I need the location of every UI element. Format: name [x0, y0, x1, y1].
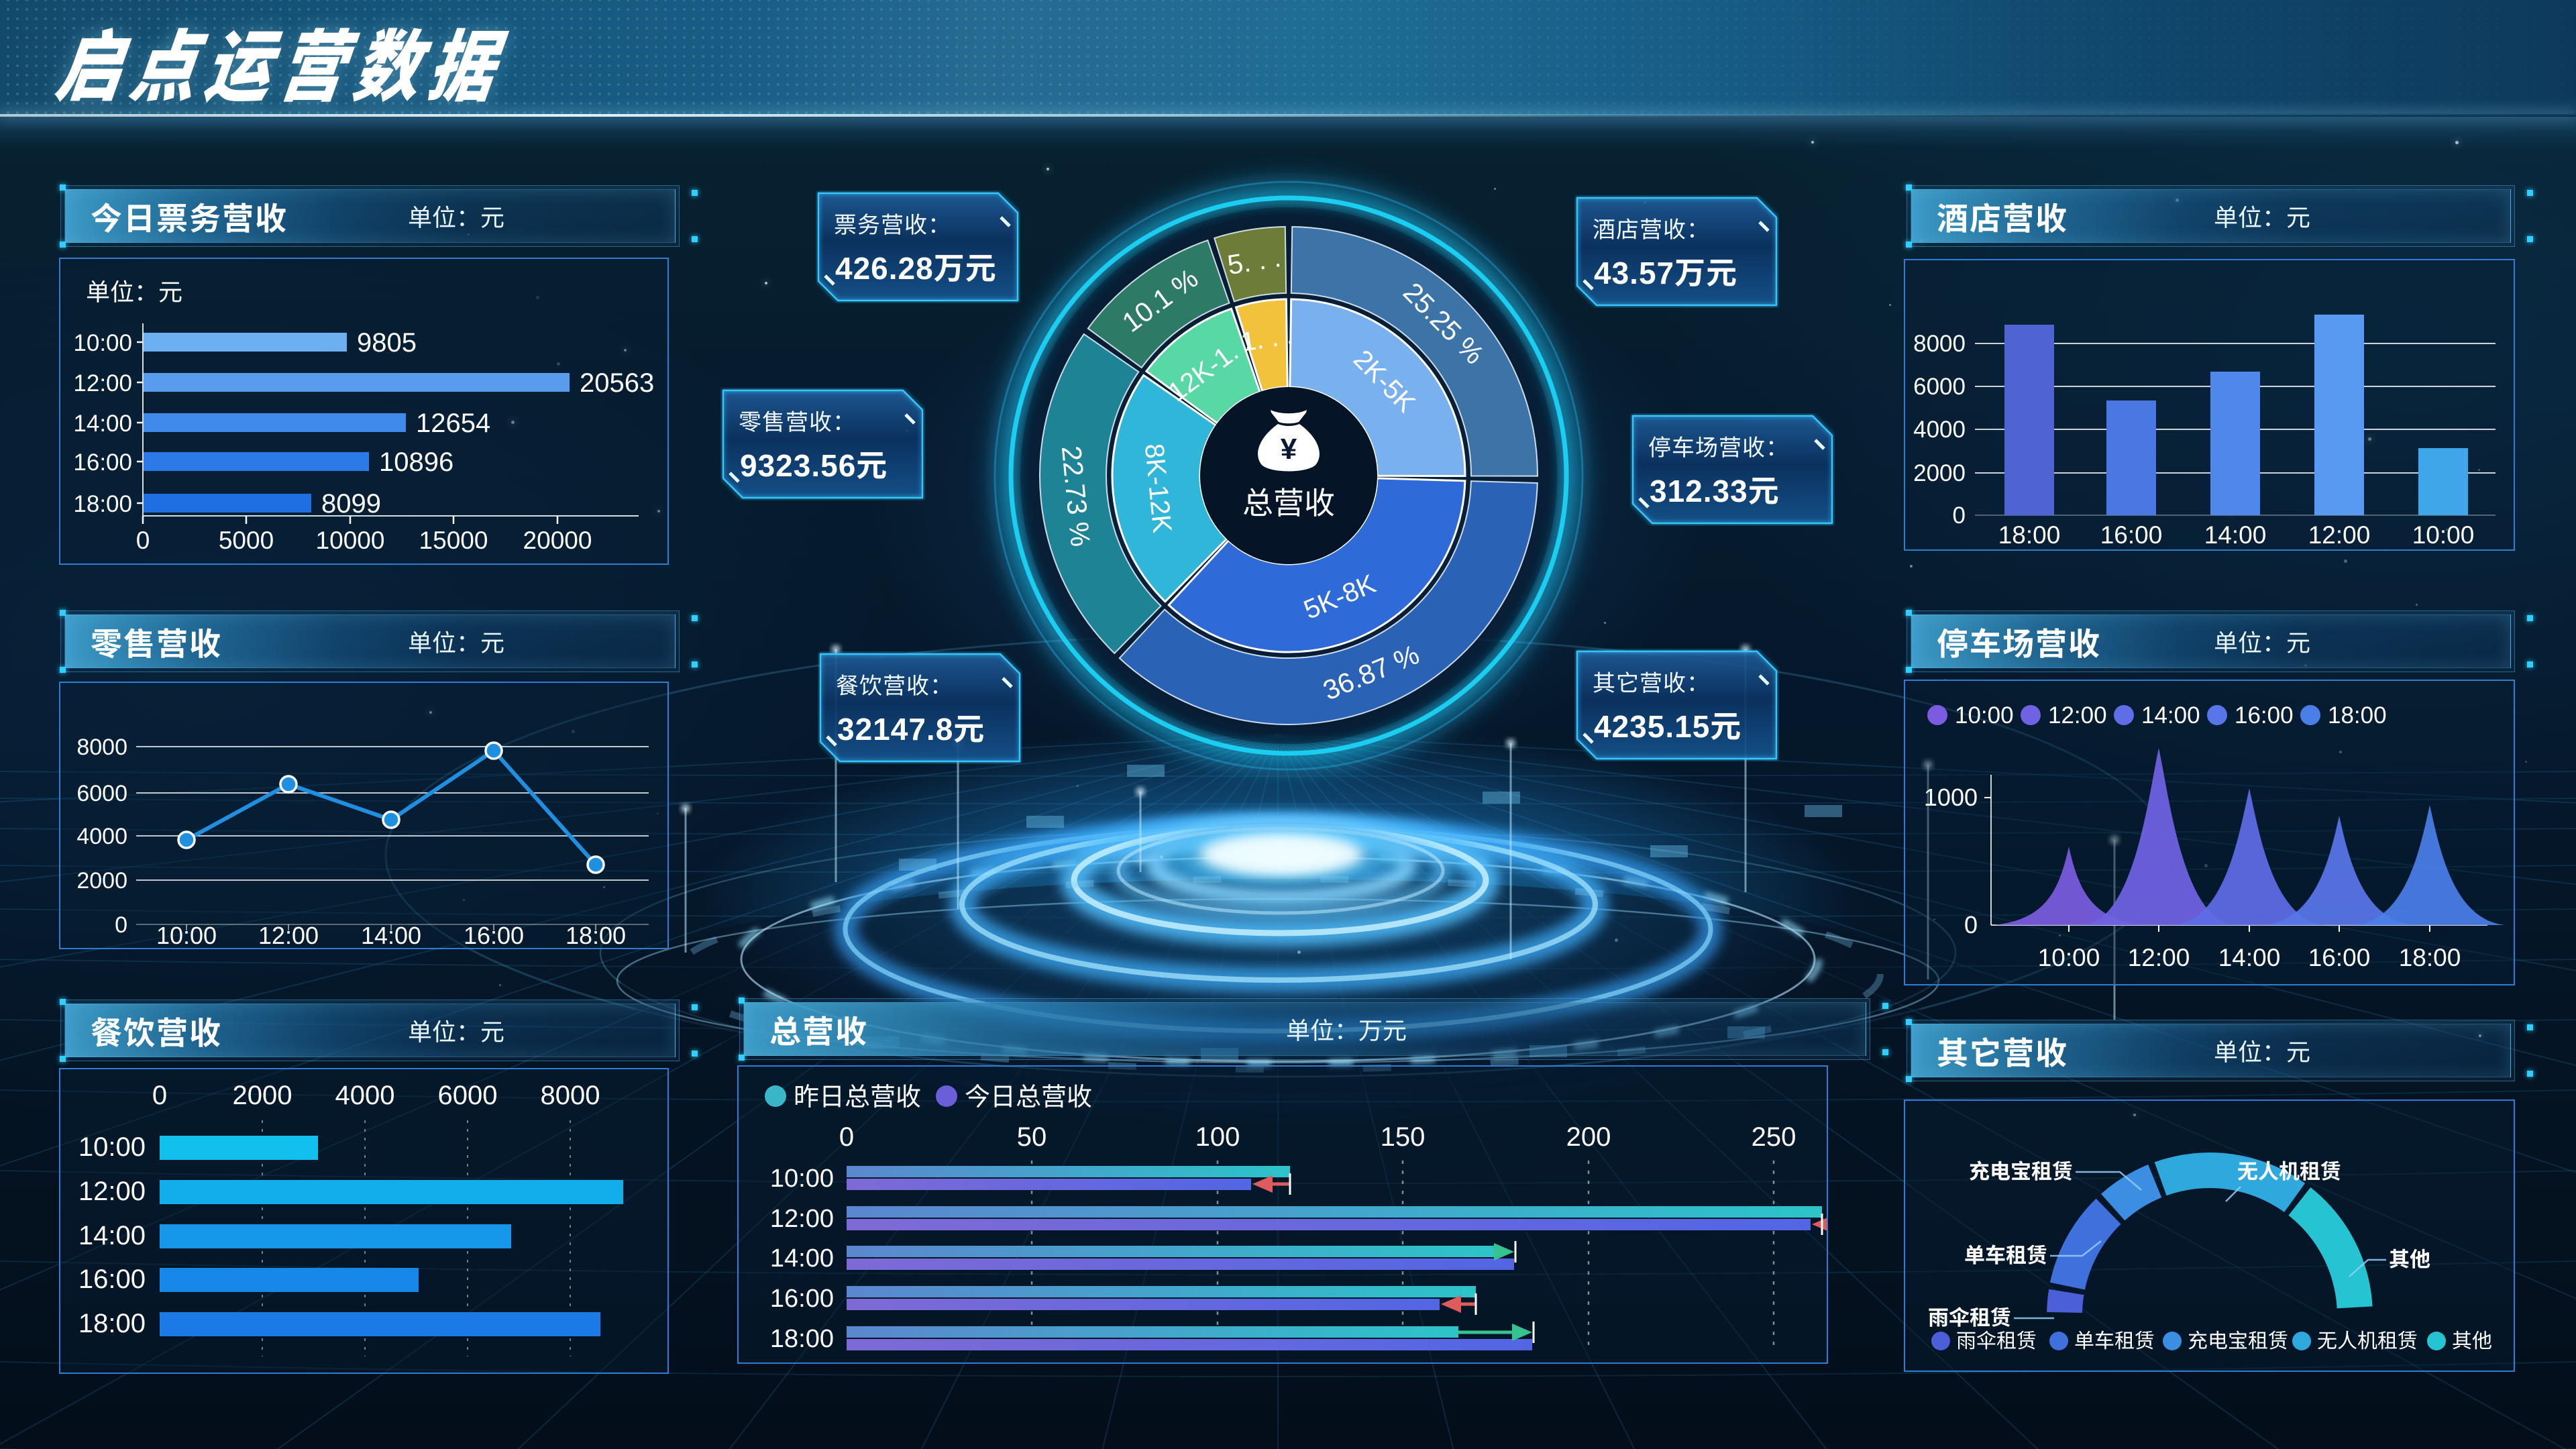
svg-text:12654: 12654 — [416, 401, 490, 440]
svg-text:16:00: 16:00 — [78, 1257, 146, 1296]
svg-text:10:00: 10:00 — [73, 324, 132, 358]
svg-text:12:00: 12:00 — [78, 1169, 146, 1208]
svg-text:0: 0 — [136, 520, 150, 556]
svg-text:250: 250 — [1752, 1115, 1796, 1154]
svg-text:10:00: 10:00 — [770, 1157, 834, 1194]
svg-text:16:00: 16:00 — [464, 916, 524, 948]
svg-text:14:00: 14:00 — [2204, 515, 2267, 549]
svg-text:10:00: 10:00 — [1955, 696, 2014, 731]
svg-text:16:00: 16:00 — [770, 1277, 834, 1314]
svg-text:0: 0 — [1964, 906, 1978, 941]
svg-text:12:00: 12:00 — [73, 364, 132, 398]
svg-text:单位：元: 单位：元 — [86, 273, 182, 308]
svg-text:0: 0 — [1953, 496, 1966, 531]
svg-text:4000: 4000 — [76, 818, 127, 851]
svg-text:10896: 10896 — [379, 440, 453, 479]
svg-text:18:00: 18:00 — [566, 916, 626, 948]
svg-text:10:00: 10:00 — [78, 1125, 146, 1164]
svg-text:1000: 1000 — [1924, 778, 1978, 813]
svg-text:12:00: 12:00 — [770, 1197, 834, 1234]
svg-text:16:00: 16:00 — [2235, 696, 2294, 731]
svg-text:¥: ¥ — [1281, 433, 1297, 466]
svg-text:14:00: 14:00 — [2218, 937, 2281, 973]
svg-text:充电宝租赁: 充电宝租赁 — [1969, 1155, 2073, 1185]
svg-text:9805: 9805 — [357, 321, 417, 360]
svg-text:5. . .: 5. . . — [1224, 234, 1283, 282]
svg-text:100: 100 — [1195, 1115, 1240, 1154]
svg-text:8000: 8000 — [1913, 325, 1966, 359]
svg-text:18:00: 18:00 — [78, 1301, 146, 1340]
svg-text:12:00: 12:00 — [2128, 937, 2190, 973]
svg-text:14:00: 14:00 — [770, 1237, 834, 1274]
svg-text:14:00: 14:00 — [78, 1214, 146, 1252]
svg-text:16:00: 16:00 — [2100, 515, 2163, 549]
svg-text:2000: 2000 — [233, 1073, 292, 1112]
svg-text:6000: 6000 — [1913, 368, 1966, 402]
svg-text:16:00: 16:00 — [73, 443, 132, 478]
svg-text:6000: 6000 — [76, 775, 127, 808]
svg-text:其他: 其他 — [2452, 1324, 2492, 1354]
svg-text:雨伞租赁: 雨伞租赁 — [1928, 1301, 2011, 1331]
svg-text:12:00: 12:00 — [2308, 515, 2371, 549]
svg-text:无人机租赁: 无人机租赁 — [2317, 1324, 2418, 1354]
svg-text:6000: 6000 — [438, 1073, 498, 1112]
svg-text:50: 50 — [1017, 1115, 1047, 1154]
svg-text:18:00: 18:00 — [770, 1318, 834, 1354]
svg-text:14:00: 14:00 — [361, 916, 421, 948]
svg-text:2000: 2000 — [76, 862, 127, 895]
svg-text:14:00: 14:00 — [2141, 696, 2200, 731]
svg-text:单车租赁: 单车租赁 — [2074, 1324, 2155, 1354]
svg-text:12:00: 12:00 — [2048, 696, 2107, 731]
svg-text:其他: 其他 — [2389, 1242, 2430, 1273]
svg-text:15000: 15000 — [419, 520, 488, 556]
svg-text:18:00: 18:00 — [2328, 696, 2387, 731]
svg-text:4000: 4000 — [335, 1073, 395, 1112]
svg-text:8000: 8000 — [76, 729, 127, 761]
svg-text:无人机租赁: 无人机租赁 — [2237, 1155, 2341, 1185]
svg-text:20000: 20000 — [523, 520, 592, 556]
svg-text:总营收: 总营收 — [1242, 479, 1335, 523]
svg-text:200: 200 — [1566, 1115, 1611, 1154]
svg-text:18:00: 18:00 — [2399, 937, 2461, 973]
svg-text:充电宝租赁: 充电宝租赁 — [2188, 1324, 2288, 1354]
svg-text:昨日总营收: 昨日总营收 — [794, 1076, 921, 1113]
svg-text:1. . .: 1. . . — [1238, 313, 1295, 360]
svg-text:16:00: 16:00 — [2308, 937, 2371, 973]
svg-text:8099: 8099 — [321, 482, 381, 521]
svg-text:22.73 %: 22.73 % — [1054, 444, 1104, 549]
svg-text:雨伞租赁: 雨伞租赁 — [1956, 1324, 2037, 1354]
svg-text:10:00: 10:00 — [156, 916, 217, 948]
svg-text:12:00: 12:00 — [258, 916, 319, 948]
svg-text:8000: 8000 — [541, 1073, 600, 1112]
svg-text:0: 0 — [115, 906, 127, 939]
svg-text:今日总营收: 今日总营收 — [965, 1076, 1092, 1113]
svg-text:10:00: 10:00 — [2412, 515, 2475, 549]
svg-text:2000: 2000 — [1913, 454, 1966, 488]
svg-text:0: 0 — [839, 1115, 854, 1154]
svg-text:8K-12K: 8K-12K — [1137, 441, 1185, 535]
svg-text:10:00: 10:00 — [2038, 937, 2100, 973]
svg-text:10000: 10000 — [316, 520, 385, 556]
svg-text:18:00: 18:00 — [1998, 515, 2061, 549]
svg-text:4000: 4000 — [1913, 411, 1966, 445]
svg-text:0: 0 — [152, 1073, 167, 1112]
svg-text:150: 150 — [1381, 1115, 1426, 1154]
svg-text:14:00: 14:00 — [73, 405, 132, 439]
svg-text:20563: 20563 — [580, 361, 654, 400]
svg-text:单车租赁: 单车租赁 — [1964, 1238, 2047, 1269]
svg-text:18:00: 18:00 — [73, 485, 132, 519]
svg-text:5000: 5000 — [219, 520, 274, 556]
